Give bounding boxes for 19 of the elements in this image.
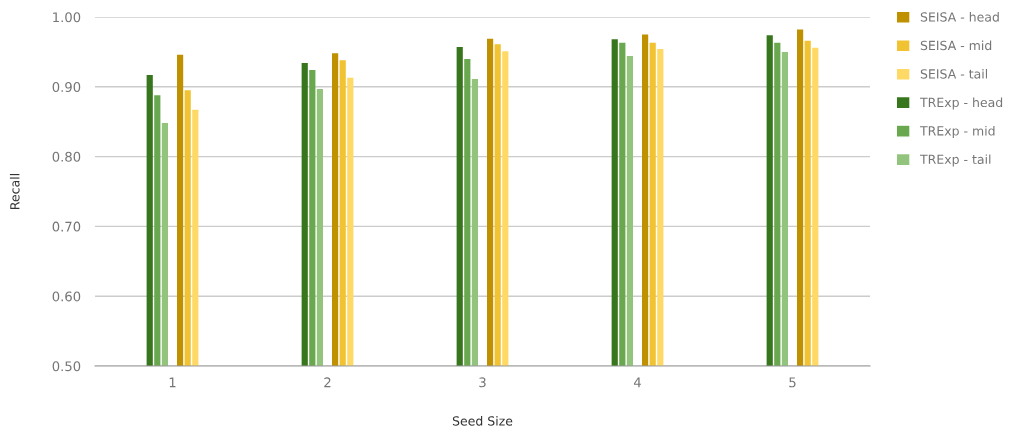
x-tick-label: 5 xyxy=(789,377,796,388)
legend-label: TRExp - head xyxy=(919,97,1003,110)
x-tick-label: 1 xyxy=(169,377,176,388)
legend-label: SEISA - mid xyxy=(920,40,992,51)
x-tick-label: 4 xyxy=(633,377,641,388)
x-tick-label: 3 xyxy=(479,377,486,388)
y-tick-label: 0.80 xyxy=(52,151,81,162)
y-tick-label: 0.70 xyxy=(52,221,81,232)
x-tick-label: 2 xyxy=(324,377,331,388)
y-tick-label: 0.60 xyxy=(52,291,81,302)
y-tick-label: 0.50 xyxy=(52,361,81,372)
legend-label: TRExp - tail xyxy=(919,154,991,167)
legend-label: SEISA - tail xyxy=(920,68,988,79)
y-tick-label: 0.90 xyxy=(52,82,81,92)
x-axis-title: Seed Size xyxy=(452,416,513,426)
legend-label: SEISA - head xyxy=(920,12,999,22)
y-tick-label: 1.00 xyxy=(53,12,81,23)
y-axis-title: Recall xyxy=(9,174,20,209)
legend-label: TRExp - mid xyxy=(919,125,995,138)
